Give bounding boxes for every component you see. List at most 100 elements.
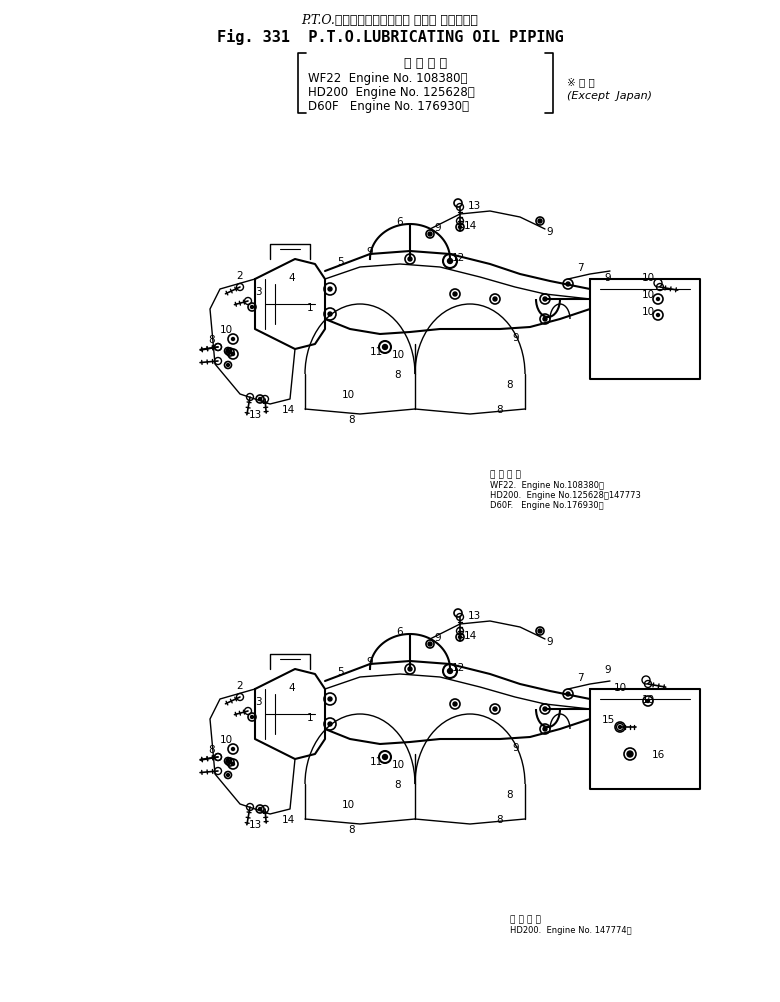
Text: 9: 9 <box>547 226 553 236</box>
Circle shape <box>328 697 332 701</box>
Text: 15: 15 <box>601 714 615 724</box>
Text: 8: 8 <box>497 405 503 415</box>
Text: 10: 10 <box>641 290 654 300</box>
Circle shape <box>428 232 432 236</box>
Text: 10: 10 <box>219 734 232 744</box>
Text: 13: 13 <box>248 410 261 420</box>
Circle shape <box>428 642 432 646</box>
Circle shape <box>328 722 332 726</box>
Text: 9: 9 <box>367 656 374 666</box>
Circle shape <box>250 307 254 310</box>
Text: 10: 10 <box>392 760 405 770</box>
Text: 6: 6 <box>397 626 403 636</box>
Text: 4: 4 <box>289 273 296 283</box>
Circle shape <box>328 313 332 317</box>
Text: D60F   Engine No. 176930～: D60F Engine No. 176930～ <box>308 99 469 112</box>
Text: 8: 8 <box>497 815 503 825</box>
Text: 9: 9 <box>604 664 612 674</box>
Circle shape <box>543 707 547 711</box>
Circle shape <box>448 260 452 265</box>
Text: 8: 8 <box>395 370 402 380</box>
Text: 適 用 号 機: 適 用 号 機 <box>510 915 541 924</box>
Text: 適 用 号 機: 適 用 号 機 <box>404 56 447 69</box>
Circle shape <box>226 364 229 367</box>
Text: WF22  Engine No. 108380～: WF22 Engine No. 108380～ <box>308 71 467 84</box>
Circle shape <box>448 668 452 673</box>
Circle shape <box>232 338 235 341</box>
Text: 10: 10 <box>342 390 355 400</box>
Circle shape <box>453 702 457 706</box>
Text: 9: 9 <box>367 246 374 257</box>
Text: 9: 9 <box>434 222 441 232</box>
Circle shape <box>493 298 497 302</box>
Text: 13: 13 <box>467 610 480 620</box>
Text: 13: 13 <box>467 200 480 210</box>
Text: HD200  Engine No. 125628～: HD200 Engine No. 125628～ <box>308 85 475 98</box>
Circle shape <box>408 258 412 262</box>
Circle shape <box>543 318 547 322</box>
Circle shape <box>657 315 660 318</box>
Text: 8: 8 <box>507 380 513 390</box>
Text: 8: 8 <box>349 415 356 425</box>
Text: 2: 2 <box>236 271 243 281</box>
Text: 適 用 号 機: 適 用 号 機 <box>490 470 521 479</box>
Text: WF22.  Engine No.108380～: WF22. Engine No.108380～ <box>490 481 604 490</box>
Text: 8: 8 <box>209 744 215 755</box>
Text: 8: 8 <box>349 825 356 835</box>
Text: 10: 10 <box>392 350 405 360</box>
Text: 10: 10 <box>641 694 654 704</box>
Circle shape <box>459 636 462 639</box>
Text: 7: 7 <box>576 672 583 682</box>
Text: 14: 14 <box>282 405 295 415</box>
Circle shape <box>538 629 542 633</box>
Text: 14: 14 <box>463 220 477 230</box>
Text: 12: 12 <box>452 662 465 672</box>
Text: (Except  Japan): (Except Japan) <box>567 91 652 101</box>
Circle shape <box>408 667 412 671</box>
Circle shape <box>647 699 650 702</box>
Circle shape <box>229 761 232 764</box>
Text: HD200.  Engine No.125628～147773: HD200. Engine No.125628～147773 <box>490 491 641 500</box>
Circle shape <box>459 226 462 229</box>
Text: 9: 9 <box>604 273 612 283</box>
Circle shape <box>226 760 229 763</box>
Text: 11: 11 <box>370 757 383 767</box>
Text: 10: 10 <box>219 325 232 335</box>
Text: 10: 10 <box>641 273 654 283</box>
Circle shape <box>382 755 388 760</box>
Text: 8: 8 <box>209 335 215 345</box>
Text: 6: 6 <box>397 216 403 226</box>
Text: ※ 外 貨: ※ 外 貨 <box>567 77 594 87</box>
Circle shape <box>226 350 229 353</box>
Circle shape <box>493 707 497 711</box>
Circle shape <box>657 299 660 302</box>
Text: D60F.   Engine No.176930～: D60F. Engine No.176930～ <box>490 501 604 510</box>
Circle shape <box>229 351 232 354</box>
Text: 1: 1 <box>307 712 314 722</box>
Text: 9: 9 <box>434 632 441 642</box>
Circle shape <box>232 763 235 766</box>
Circle shape <box>629 753 632 756</box>
Text: 9: 9 <box>547 636 553 646</box>
Text: 12: 12 <box>452 253 465 263</box>
Text: 3: 3 <box>255 287 261 297</box>
Text: 1: 1 <box>307 303 314 313</box>
Text: 14: 14 <box>282 815 295 825</box>
Circle shape <box>258 398 261 401</box>
Circle shape <box>232 747 235 750</box>
Text: 11: 11 <box>370 347 383 357</box>
Text: 14: 14 <box>463 630 477 640</box>
Text: 7: 7 <box>576 263 583 273</box>
Circle shape <box>328 288 332 292</box>
Circle shape <box>566 692 570 696</box>
Text: 3: 3 <box>255 696 261 706</box>
Circle shape <box>619 725 622 728</box>
Text: 10: 10 <box>613 682 626 692</box>
Circle shape <box>538 219 542 223</box>
Text: 10: 10 <box>342 800 355 810</box>
Circle shape <box>543 727 547 731</box>
Text: P.T.O.ルーブリケーティング オイル パイピング: P.T.O.ルーブリケーティング オイル パイピング <box>302 13 478 26</box>
Circle shape <box>258 808 261 811</box>
Text: Fig. 331  P.T.O.LUBRICATING OIL PIPING: Fig. 331 P.T.O.LUBRICATING OIL PIPING <box>217 29 563 45</box>
Circle shape <box>566 283 570 287</box>
